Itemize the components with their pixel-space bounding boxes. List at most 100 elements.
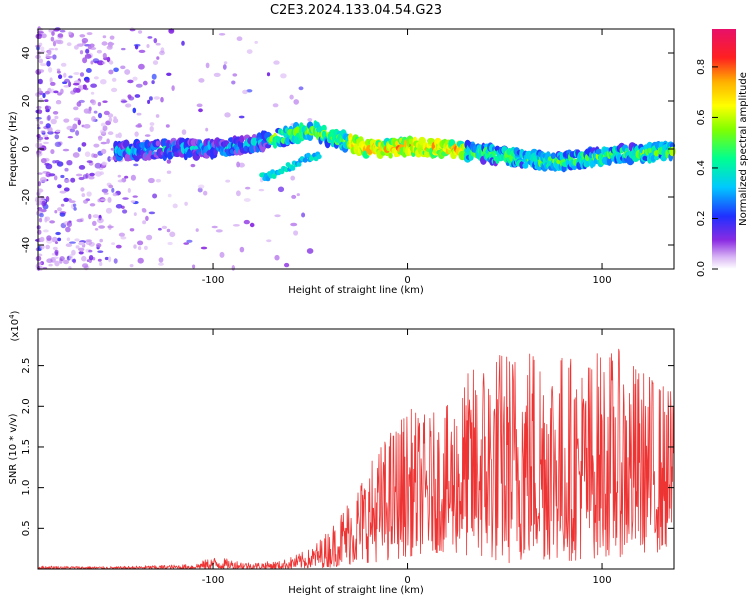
noise-speckle xyxy=(151,80,155,85)
noise-speckle xyxy=(142,208,147,213)
noise-speckle xyxy=(122,197,129,200)
noise-speckle xyxy=(68,81,72,88)
noise-speckle xyxy=(166,159,171,164)
noise-speckle xyxy=(144,245,148,250)
noise-speckle xyxy=(101,188,109,193)
noise-speckle xyxy=(52,111,59,115)
noise-speckle xyxy=(133,43,141,47)
noise-speckle xyxy=(78,251,84,255)
noise-speckle xyxy=(54,115,59,120)
noise-speckle xyxy=(93,110,98,114)
noise-speckle xyxy=(137,246,142,251)
noise-speckle xyxy=(236,161,241,168)
noise-speckle xyxy=(45,55,53,59)
noise-speckle xyxy=(102,100,108,103)
noise-speckle xyxy=(46,235,52,241)
colorbar-tick-label: 0.0 xyxy=(696,261,707,277)
noise-speckle xyxy=(307,118,313,122)
noise-speckle xyxy=(59,256,65,262)
noise-speckle xyxy=(266,239,272,243)
snr-x-axis-label: Height of straight line (km) xyxy=(288,585,424,596)
noise-speckle xyxy=(72,152,80,158)
noise-speckle xyxy=(166,170,172,174)
noise-speckle xyxy=(98,135,103,141)
noise-speckle xyxy=(63,197,69,202)
noise-speckle xyxy=(83,199,88,204)
spectral-ridge-layer xyxy=(112,120,676,182)
noise-speckle xyxy=(99,261,103,267)
noise-speckle xyxy=(198,108,203,113)
noise-speckle xyxy=(63,259,69,265)
noise-speckle xyxy=(121,47,126,51)
noise-speckle xyxy=(273,60,280,65)
noise-speckle xyxy=(129,264,134,268)
noise-speckle xyxy=(55,251,59,256)
noise-speckle xyxy=(100,141,108,145)
noise-speckle xyxy=(78,176,85,181)
noise-speckle xyxy=(108,60,114,65)
noise-speckle xyxy=(40,46,45,51)
noise-speckle xyxy=(158,227,162,231)
noise-speckle xyxy=(40,130,46,134)
noise-speckle xyxy=(88,255,94,261)
noise-speckle xyxy=(94,162,102,169)
noise-speckle xyxy=(66,160,73,166)
noise-speckle xyxy=(44,99,49,102)
noise-speckle xyxy=(152,60,159,65)
noise-speckle xyxy=(238,162,245,168)
noise-speckle xyxy=(236,36,243,41)
colorbar-tick-label: 0.2 xyxy=(696,211,707,227)
noise-speckle xyxy=(130,200,136,203)
noise-speckle xyxy=(127,188,131,193)
noise-speckle xyxy=(47,50,52,56)
noise-speckle xyxy=(183,242,189,245)
noise-speckle xyxy=(56,68,61,72)
noise-speckle xyxy=(85,79,90,83)
noise-speckle xyxy=(57,184,62,189)
snr-y-axis-label: SNR (10 * v/v) xyxy=(8,413,19,484)
noise-speckle xyxy=(45,244,50,250)
noise-speckle xyxy=(254,40,258,44)
noise-speckle xyxy=(160,96,164,103)
x-tick-label: 100 xyxy=(592,575,611,586)
noise-speckle xyxy=(222,64,227,70)
noise-speckle xyxy=(75,130,80,136)
noise-speckle xyxy=(38,217,43,223)
noise-speckle xyxy=(113,258,118,264)
noise-speckle xyxy=(148,177,155,184)
ridge-cell xyxy=(669,146,676,157)
noise-speckle xyxy=(54,210,58,214)
noise-speckle xyxy=(127,94,132,99)
noise-speckle xyxy=(44,136,49,140)
noise-speckle xyxy=(232,224,240,227)
colorbar-label: Normalized spectral amplitude xyxy=(738,72,749,226)
x-tick-label: -100 xyxy=(202,275,225,286)
noise-speckle xyxy=(72,123,78,130)
noise-speckle xyxy=(103,110,110,116)
noise-speckle xyxy=(57,33,64,38)
noise-speckle xyxy=(135,124,143,128)
noise-speckle xyxy=(54,134,60,140)
noise-speckle xyxy=(90,60,94,65)
noise-speckle xyxy=(84,53,92,59)
noise-speckle xyxy=(218,33,226,36)
noise-speckle xyxy=(133,244,137,249)
noise-speckle xyxy=(37,188,43,193)
noise-speckle xyxy=(49,77,53,83)
noise-speckle xyxy=(100,122,106,127)
noise-speckle xyxy=(44,105,49,111)
noise-speckle xyxy=(198,184,205,189)
noise-speckle xyxy=(121,100,128,103)
noise-speckle xyxy=(132,195,138,198)
noise-speckle xyxy=(49,220,55,224)
noise-speckle xyxy=(132,76,138,81)
snr-frame xyxy=(37,328,675,570)
noise-speckle xyxy=(45,171,51,178)
noise-speckle xyxy=(231,265,235,271)
branch-cell xyxy=(305,152,311,158)
noise-speckle xyxy=(120,236,127,240)
noise-speckle xyxy=(37,181,42,187)
noise-speckle xyxy=(51,236,58,243)
noise-speckle xyxy=(184,201,188,206)
noise-speckle xyxy=(258,188,265,192)
